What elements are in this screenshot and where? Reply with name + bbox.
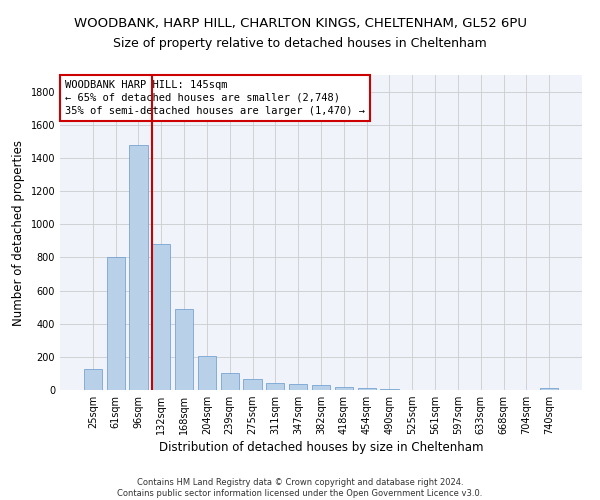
Bar: [152, 244, 170, 390]
Bar: [130, 144, 148, 390]
Text: WOODBANK HARP HILL: 145sqm
← 65% of detached houses are smaller (2,748)
35% of s: WOODBANK HARP HILL: 145sqm ← 65% of deta…: [65, 80, 365, 116]
Text: Size of property relative to detached houses in Cheltenham: Size of property relative to detached ho…: [113, 38, 487, 51]
Bar: [312, 385, 330, 390]
Bar: [358, 388, 376, 390]
Bar: [175, 309, 193, 390]
Bar: [289, 384, 307, 390]
Text: WOODBANK, HARP HILL, CHARLTON KINGS, CHELTENHAM, GL52 6PU: WOODBANK, HARP HILL, CHARLTON KINGS, CHE…: [74, 18, 527, 30]
Bar: [540, 388, 558, 390]
Bar: [266, 382, 284, 390]
Bar: [244, 379, 262, 390]
Bar: [221, 372, 239, 390]
X-axis label: Distribution of detached houses by size in Cheltenham: Distribution of detached houses by size …: [159, 442, 483, 454]
Y-axis label: Number of detached properties: Number of detached properties: [12, 140, 25, 326]
Bar: [335, 386, 353, 390]
Text: Contains HM Land Registry data © Crown copyright and database right 2024.
Contai: Contains HM Land Registry data © Crown c…: [118, 478, 482, 498]
Bar: [107, 258, 125, 390]
Bar: [380, 389, 398, 390]
Bar: [84, 370, 102, 390]
Bar: [198, 356, 216, 390]
